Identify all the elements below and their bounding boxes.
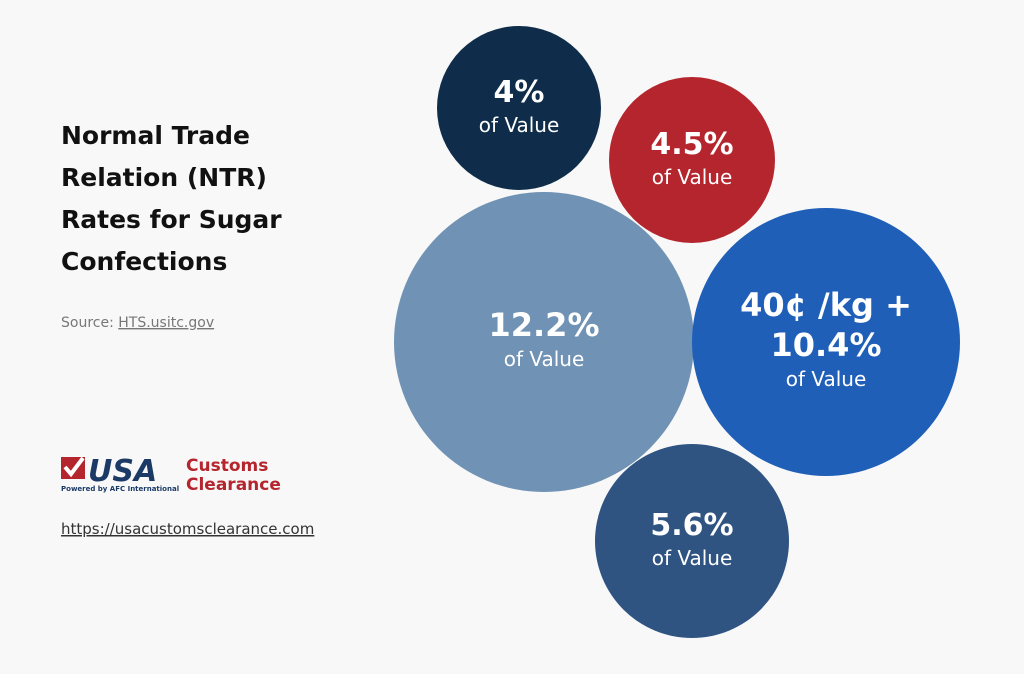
bubbles: 4% of Value 4.5% of Value 12.2% of Value 40¢ /… (394, 26, 960, 638)
bubble (609, 77, 775, 243)
logo-customs: Customs (186, 456, 268, 476)
bubble (595, 444, 789, 638)
caption: of Value (786, 367, 867, 391)
caption: of Value (652, 165, 733, 189)
logo-clearance: Clearance (186, 475, 281, 495)
bubble (692, 208, 960, 476)
title-line: Rates for Sugar (61, 205, 282, 234)
title-line: Normal Trade (61, 121, 250, 150)
title-line: Confections (61, 247, 227, 276)
logo: USA Customs Clearance Powered by AFC Int… (61, 454, 281, 495)
bubble (437, 26, 601, 190)
logo-check (63, 456, 85, 478)
caption: of Value (504, 347, 585, 371)
bubble (394, 192, 694, 492)
rate: 40¢ /kg + (740, 286, 912, 324)
rate: 5.6% (650, 508, 733, 543)
logo-usa: USA (88, 454, 157, 489)
source-link[interactable]: HTS.usitc.gov (118, 315, 214, 331)
caption: of Value (479, 113, 560, 137)
rate: 12.2% (488, 306, 599, 344)
source: Source: HTS.usitc.gov (61, 315, 214, 331)
title-line: Relation (NTR) (61, 163, 267, 192)
caption: of Value (652, 546, 733, 570)
rate: 10.4% (770, 326, 881, 364)
source-label: Source: (61, 315, 114, 331)
url[interactable]: https://usacustomsclearance.com (61, 520, 314, 538)
rate: 4% (494, 75, 545, 110)
rate: 4.5% (650, 127, 733, 162)
logo-tagline: Powered by AFC International (61, 485, 179, 493)
